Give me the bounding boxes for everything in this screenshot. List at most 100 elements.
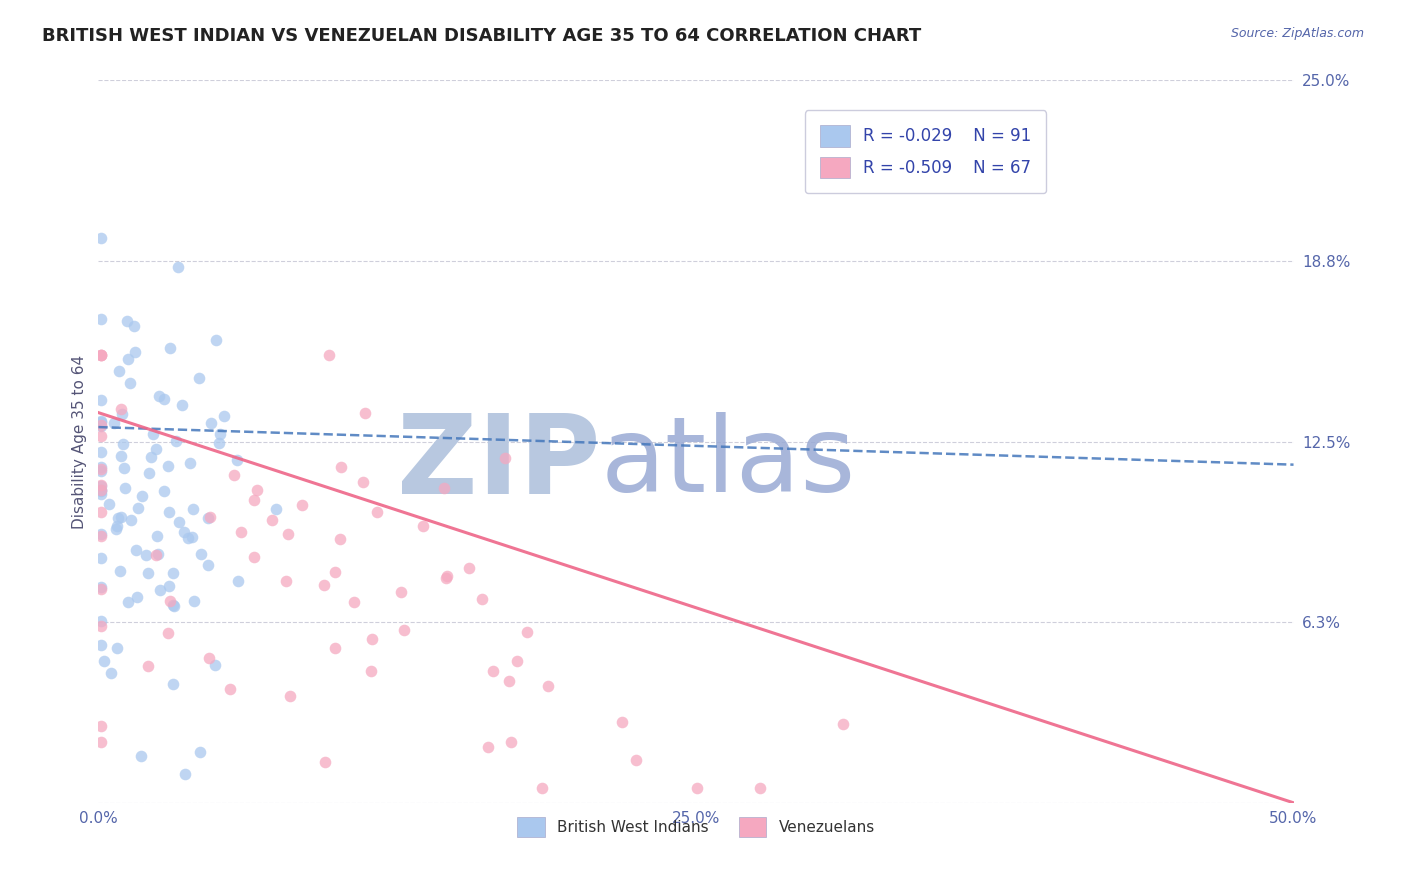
Point	[90, 527, 112, 541]
Point	[537, 679, 560, 693]
Point	[90, 392, 112, 407]
Point	[100, 665, 122, 680]
Point	[142, 427, 165, 442]
Point	[176, 531, 198, 545]
Point	[157, 578, 180, 592]
Point	[626, 753, 648, 767]
Point	[110, 510, 132, 524]
Point	[260, 513, 283, 527]
Point	[197, 511, 219, 525]
Point	[98, 497, 121, 511]
Point	[226, 574, 249, 588]
Point	[90, 550, 112, 565]
Point	[264, 502, 287, 516]
Point	[105, 641, 128, 656]
Point	[162, 598, 184, 612]
Point	[173, 525, 195, 540]
Point	[90, 348, 112, 362]
Point	[361, 632, 384, 646]
Point	[103, 417, 125, 431]
Point	[111, 408, 134, 422]
Point	[105, 522, 128, 536]
Point	[149, 582, 172, 597]
Point	[163, 599, 186, 614]
Point	[90, 505, 112, 519]
Point	[93, 654, 115, 668]
Point	[482, 664, 505, 678]
Point	[135, 548, 157, 562]
Point	[118, 376, 141, 390]
Point	[181, 501, 204, 516]
Point	[389, 584, 412, 599]
Point	[291, 498, 314, 512]
Point	[392, 623, 415, 637]
Point	[153, 392, 176, 406]
Point	[125, 542, 148, 557]
Point	[90, 483, 112, 497]
Point	[90, 312, 112, 326]
Point	[156, 625, 179, 640]
Point	[209, 427, 232, 442]
Point	[169, 515, 191, 529]
Point	[114, 481, 136, 495]
Point	[159, 342, 181, 356]
Point	[90, 417, 112, 432]
Point	[111, 437, 134, 451]
Point	[174, 767, 197, 781]
Point	[117, 352, 139, 367]
Point	[354, 406, 377, 420]
Point	[90, 487, 112, 501]
Point	[188, 371, 211, 385]
Point	[506, 654, 529, 668]
Point	[124, 345, 146, 359]
Point	[530, 781, 553, 796]
Point	[90, 348, 112, 362]
Point	[90, 415, 112, 429]
Point	[90, 348, 112, 362]
Point	[222, 467, 245, 482]
Point	[162, 677, 184, 691]
Point	[90, 529, 112, 543]
Point	[127, 501, 149, 516]
Point	[159, 593, 181, 607]
Point	[129, 749, 152, 764]
Point	[117, 314, 139, 328]
Point	[90, 619, 112, 633]
Point	[156, 459, 179, 474]
Point	[686, 781, 709, 796]
Point	[243, 492, 266, 507]
Point	[167, 260, 190, 274]
Point	[278, 689, 301, 703]
Point	[831, 717, 853, 731]
Point	[90, 464, 112, 478]
Point	[157, 505, 180, 519]
Point	[136, 566, 159, 580]
Point	[610, 714, 633, 729]
Point	[315, 755, 337, 769]
Point	[205, 333, 228, 347]
Point	[749, 781, 772, 796]
Point	[198, 651, 221, 665]
Point	[90, 638, 112, 652]
Point	[277, 526, 299, 541]
Legend: British West Indians, Venezuelans: British West Indians, Venezuelans	[505, 805, 887, 849]
Point	[117, 595, 139, 609]
Point	[494, 450, 516, 465]
Point	[229, 524, 252, 539]
Point	[242, 550, 264, 565]
Point	[110, 402, 132, 417]
Point	[90, 418, 112, 433]
Point	[90, 477, 112, 491]
Point	[360, 665, 382, 679]
Point	[477, 739, 499, 754]
Point	[112, 461, 135, 475]
Point	[190, 548, 212, 562]
Point	[146, 548, 169, 562]
Point	[136, 658, 159, 673]
Point	[105, 519, 128, 533]
Point	[162, 566, 184, 581]
Point	[434, 571, 457, 585]
Point	[90, 231, 112, 245]
Point	[108, 564, 131, 578]
Point	[165, 434, 187, 448]
